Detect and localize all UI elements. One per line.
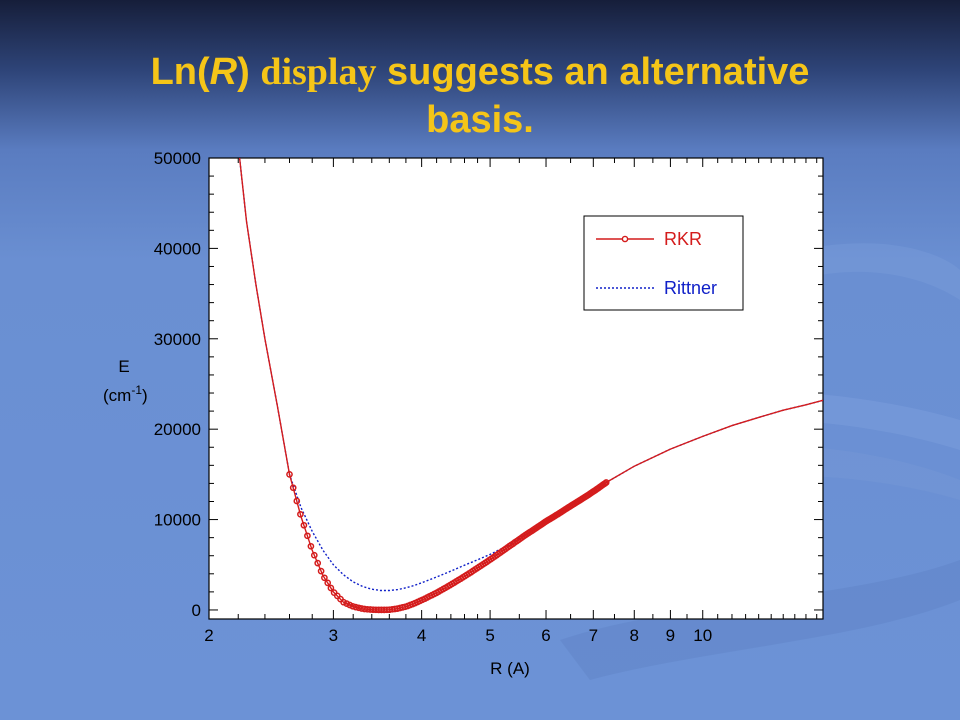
x-tick-label: 3 [329, 626, 338, 645]
slide-title-line-1: Ln(R) display suggests an alternative [150, 51, 810, 93]
rkr-data-marker [352, 603, 360, 611]
rkr-data-marker [321, 574, 328, 582]
rkr-data-marker [297, 510, 304, 518]
y-axis-label: E [118, 357, 129, 376]
x-tick-label: 7 [589, 626, 598, 645]
rkr-data-marker [355, 604, 363, 612]
rkr-data-marker [289, 484, 297, 492]
y-tick-label: 10000 [154, 511, 201, 530]
rkr-data-marker [349, 602, 357, 610]
y-tick-label: 40000 [154, 239, 201, 258]
x-tick-label: 2 [204, 626, 213, 645]
legend-rittner-label: Rittner [664, 278, 717, 298]
rkr-data-marker [602, 479, 610, 486]
slide-title: Ln(R) display suggests an alternative ba… [0, 48, 960, 144]
x-axis-label: R (A) [490, 659, 530, 678]
rkr-data-marker [317, 567, 325, 575]
rkr-data-marker [300, 521, 308, 529]
plot-series-group [238, 158, 823, 614]
legend-rkr-marker [621, 235, 629, 243]
rkr-data-marker [307, 542, 315, 550]
legend: RKR Rittner [583, 215, 744, 311]
rkr-data-marker [314, 559, 322, 567]
rkr-data-marker [286, 471, 293, 478]
y-axis-units: (cm-1) [103, 383, 148, 405]
x-tick-label: 4 [417, 626, 426, 645]
y-tick-label: 50000 [154, 149, 201, 168]
axis-labels: E (cm-1) R (A) [103, 357, 530, 678]
x-tick-label: 8 [630, 626, 639, 645]
x-tick-label: 5 [485, 626, 494, 645]
x-tick-label: 6 [541, 626, 550, 645]
rkr-data-marker [327, 584, 335, 592]
y-tick-label: 20000 [154, 420, 201, 439]
rkr-data-marker [310, 551, 318, 559]
legend-box [583, 215, 744, 311]
rkr-data-marker [304, 532, 311, 540]
legend-rkr-label: RKR [664, 229, 702, 249]
rkr-data-marker [324, 579, 332, 587]
rkr-data-marker [293, 497, 301, 505]
slide-title-line-2: basis. [426, 99, 534, 141]
x-tick-label: 10 [693, 626, 712, 645]
x-tick-label: 9 [666, 626, 675, 645]
y-tick-label: 0 [192, 601, 201, 620]
y-tick-label: 30000 [154, 330, 201, 349]
